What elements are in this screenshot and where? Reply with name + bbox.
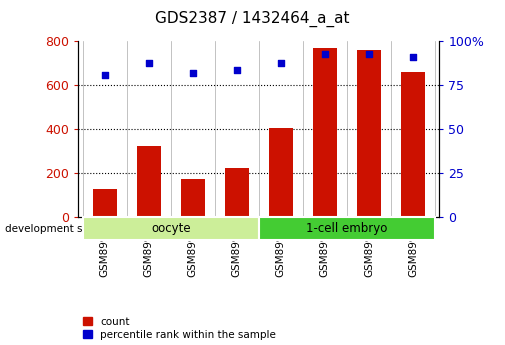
Bar xyxy=(137,146,161,217)
Point xyxy=(277,60,285,65)
Point xyxy=(145,60,153,65)
Text: 1-cell embryo: 1-cell embryo xyxy=(306,222,387,235)
Point xyxy=(189,70,197,76)
Bar xyxy=(225,168,249,217)
Bar xyxy=(92,189,117,217)
Point xyxy=(233,67,241,72)
Point xyxy=(100,72,109,78)
Point xyxy=(321,51,329,57)
Bar xyxy=(313,48,337,217)
Text: development stage  ▶: development stage ▶ xyxy=(5,224,121,234)
Text: oocyte: oocyte xyxy=(151,222,190,235)
Bar xyxy=(269,128,293,217)
Point xyxy=(409,55,417,60)
Bar xyxy=(357,50,381,217)
Legend: count, percentile rank within the sample: count, percentile rank within the sample xyxy=(83,317,276,340)
Bar xyxy=(181,179,205,217)
Point xyxy=(365,51,373,57)
Text: GDS2387 / 1432464_a_at: GDS2387 / 1432464_a_at xyxy=(155,10,350,27)
Bar xyxy=(401,72,425,217)
